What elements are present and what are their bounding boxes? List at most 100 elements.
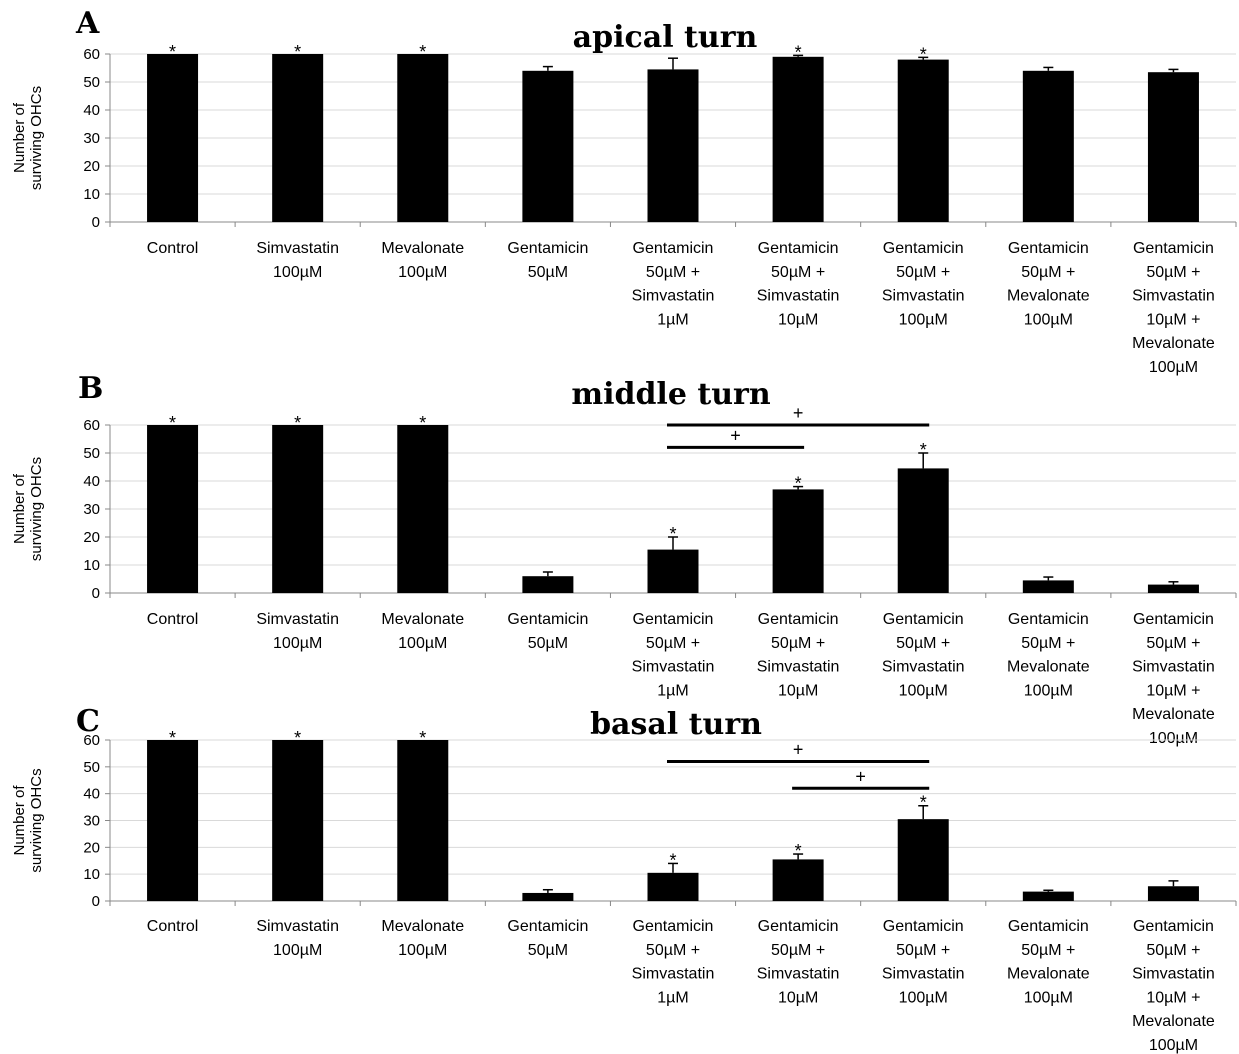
y-tick-label: 10 (83, 866, 100, 883)
bar (1022, 580, 1074, 593)
x-tick-label: Simvastatin (256, 240, 339, 257)
bar (522, 892, 574, 901)
x-tick-label: Gentamicin (633, 611, 714, 628)
x-tick-label: Gentamicin (507, 611, 588, 628)
bar (397, 425, 449, 593)
x-tick-label: Mevalonate (1132, 706, 1215, 723)
bar (897, 59, 949, 222)
x-tick-label: 100µM (1149, 1037, 1198, 1054)
x-tick-label: Simvastatin (256, 611, 339, 628)
bar (647, 549, 699, 593)
x-tick-label: Control (147, 240, 199, 257)
y-axis-label: surviving OHCs (28, 86, 45, 190)
significance-star: * (169, 42, 176, 62)
x-tick-label: Gentamicin (1133, 918, 1214, 935)
bar (897, 468, 949, 593)
y-tick-label: 20 (83, 529, 100, 546)
comparison-plus: + (793, 403, 804, 423)
bar (147, 54, 199, 222)
x-tick-label: 10µM (778, 989, 818, 1006)
y-axis-label: surviving OHCs (28, 768, 45, 872)
x-tick-label: Simvastatin (632, 288, 715, 305)
x-tick-label: Simvastatin (1132, 288, 1215, 305)
x-tick-label: Mevalonate (1132, 1013, 1215, 1030)
x-tick-label: 50µM + (646, 942, 700, 959)
bar (272, 740, 324, 901)
x-tick-label: Mevalonate (1007, 288, 1090, 305)
x-tick-label: Simvastatin (757, 659, 840, 676)
x-tick-label: 50µM + (1146, 942, 1200, 959)
y-tick-label: 40 (83, 102, 100, 119)
y-axis-label: surviving OHCs (28, 457, 45, 561)
significance-star: * (419, 42, 426, 62)
x-tick-label: 100µM (1149, 359, 1198, 376)
x-tick-label: 50µM + (1146, 635, 1200, 652)
x-tick-label: Simvastatin (1132, 659, 1215, 676)
y-tick-label: 40 (83, 786, 100, 803)
x-tick-label: Simvastatin (256, 918, 339, 935)
x-tick-label: 50µM + (771, 635, 825, 652)
x-tick-label: Mevalonate (1007, 659, 1090, 676)
significance-star: * (920, 793, 927, 813)
bar (1147, 886, 1199, 901)
x-tick-label: 50µM + (1021, 635, 1075, 652)
bar (772, 489, 824, 593)
x-tick-label: Gentamicin (883, 240, 964, 257)
panel-letter: B (78, 371, 103, 406)
x-tick-label: 50µM + (1021, 942, 1075, 959)
significance-star: * (920, 44, 927, 64)
x-tick-label: Simvastatin (632, 659, 715, 676)
comparison-plus: + (730, 425, 741, 445)
panel-letter: A (75, 6, 100, 41)
significance-star: * (169, 413, 176, 433)
x-tick-label: 100µM (1149, 730, 1198, 747)
bar (397, 54, 449, 222)
x-tick-label: 50µM + (1146, 264, 1200, 281)
x-tick-label: 100µM (273, 942, 322, 959)
panel-title: middle turn (571, 377, 770, 412)
x-tick-label: Gentamicin (883, 611, 964, 628)
x-tick-label: Simvastatin (757, 966, 840, 983)
significance-star: * (294, 413, 301, 433)
x-tick-label: Gentamicin (633, 240, 714, 257)
significance-star: * (419, 413, 426, 433)
x-tick-label: Gentamicin (758, 611, 839, 628)
panel-title: basal turn (590, 707, 762, 742)
significance-star: * (795, 474, 802, 494)
x-tick-label: Gentamicin (1008, 240, 1089, 257)
x-tick-label: 10µM + (1146, 989, 1200, 1006)
x-tick-label: 100µM (1024, 989, 1073, 1006)
x-tick-label: 50µM + (896, 635, 950, 652)
x-tick-label: Gentamicin (1008, 918, 1089, 935)
significance-star: * (294, 42, 301, 62)
bar (1147, 584, 1199, 593)
x-tick-label: 100µM (398, 635, 447, 652)
x-tick-label: Control (147, 918, 199, 935)
x-tick-label: 50µM + (771, 264, 825, 281)
y-tick-label: 50 (83, 445, 100, 462)
comparison-plus: + (855, 766, 866, 786)
bar (1147, 72, 1199, 222)
x-tick-label: 100µM (398, 264, 447, 281)
significance-star: * (294, 728, 301, 748)
bar (522, 70, 574, 222)
x-tick-label: 1µM (657, 682, 688, 699)
y-tick-label: 20 (83, 158, 100, 175)
bar (647, 872, 699, 901)
bar (147, 425, 199, 593)
bar (1022, 891, 1074, 901)
comparison-plus: + (793, 739, 804, 759)
y-tick-label: 0 (92, 893, 100, 910)
x-tick-label: 1µM (657, 989, 688, 1006)
x-tick-label: Simvastatin (882, 659, 965, 676)
y-axis-label: Number of (11, 102, 28, 173)
x-tick-label: 50µM (528, 264, 568, 281)
x-tick-label: Control (147, 611, 199, 628)
x-tick-label: Mevalonate (381, 240, 464, 257)
x-tick-label: 50µM + (896, 942, 950, 959)
significance-star: * (795, 42, 802, 62)
x-tick-label: 100µM (1024, 311, 1073, 328)
x-tick-label: Simvastatin (1132, 966, 1215, 983)
x-tick-label: 50µM (528, 942, 568, 959)
